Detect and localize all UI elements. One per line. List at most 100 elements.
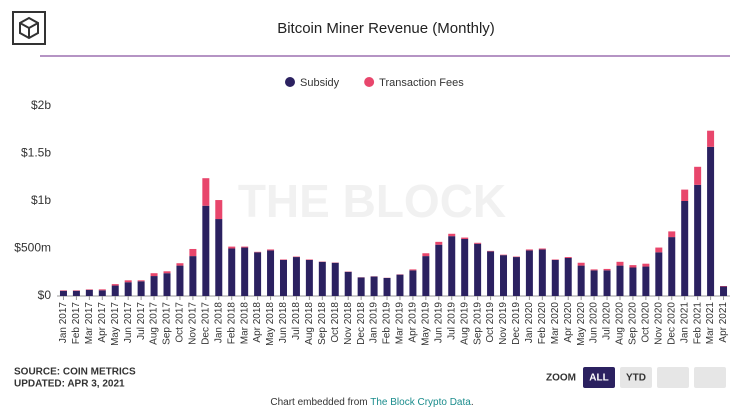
bar-segment	[655, 252, 663, 296]
x-tick-label: May 2019	[420, 302, 431, 346]
bar-segment	[668, 231, 676, 238]
bar-segment	[590, 269, 598, 271]
bar-segment	[370, 276, 378, 296]
bar-segment	[189, 256, 197, 296]
zoom-button[interactable]	[583, 367, 615, 388]
bar-segment	[525, 250, 533, 296]
embed-text: Chart embedded from	[270, 397, 370, 408]
x-tick-label: Feb 2020	[537, 302, 548, 345]
bar-segment	[241, 247, 249, 296]
bar-segment	[435, 241, 443, 245]
bar-segment	[525, 249, 533, 251]
source: SOURCE: COIN METRICS	[14, 367, 136, 378]
x-tick-label: Jul 2020	[602, 302, 613, 340]
x-tick-label: Oct 2017	[175, 302, 186, 343]
bar-segment	[189, 248, 197, 257]
bar-segment	[642, 266, 650, 296]
x-tick-label: Aug 2020	[615, 302, 626, 345]
bar-segment	[228, 246, 236, 249]
bar-segment	[344, 271, 352, 296]
x-tick-label: Sep 2019	[472, 302, 483, 345]
legend-label: Subsidy	[300, 77, 340, 89]
bar-segment	[681, 201, 689, 296]
bar-segment	[694, 166, 702, 185]
y-tick-label: $500m	[14, 241, 51, 255]
bar-segment	[72, 290, 80, 296]
bar-segment	[629, 265, 637, 268]
x-tick-label: Feb 2017	[71, 302, 82, 345]
y-tick-label: $1b	[31, 193, 51, 207]
bar-segment	[564, 257, 572, 258]
bar-segment	[461, 237, 469, 239]
legend-swatch	[285, 77, 295, 87]
bar-segment	[163, 273, 171, 296]
y-tick-label: $0	[38, 288, 52, 302]
bar-segment	[396, 274, 404, 296]
bar-segment	[215, 200, 223, 220]
x-tick-label: Jan 2020	[524, 302, 535, 344]
x-tick-label: Mar 2020	[550, 302, 561, 345]
embed-link[interactable]: The Block Crypto Data	[370, 397, 471, 408]
x-tick-label: Apr 2020	[563, 302, 574, 343]
x-tick-label: Feb 2021	[692, 302, 703, 345]
bar-segment	[98, 289, 106, 291]
bar-segment	[461, 239, 469, 296]
bar-segment	[720, 286, 728, 296]
x-tick-label: Jun 2018	[278, 302, 289, 344]
bar-segment	[629, 267, 637, 296]
x-tick-label: Jun 2017	[123, 302, 134, 344]
bar-segment	[163, 271, 171, 274]
x-tick-label: Dec 2017	[200, 302, 211, 345]
bar-segment	[150, 273, 158, 277]
y-tick-label: $1.5b	[21, 146, 51, 160]
bar-segment	[564, 258, 572, 296]
x-tick-label: Jul 2018	[291, 302, 302, 340]
x-tick-label: Jul 2017	[136, 302, 147, 340]
bar-segment	[603, 268, 611, 271]
bar-segment	[577, 265, 585, 296]
bar-segment	[202, 205, 210, 296]
x-tick-label: Dec 2020	[666, 302, 677, 345]
bar-segment	[124, 282, 132, 296]
x-tick-label: Apr 2018	[252, 302, 263, 343]
x-tick-label: Oct 2018	[330, 302, 341, 343]
bar-segment	[59, 290, 67, 296]
bar-segment	[422, 253, 430, 257]
bar-segment	[176, 263, 184, 266]
bar-segment	[215, 219, 223, 296]
zoom-button[interactable]	[620, 367, 652, 388]
x-tick-label: Jan 2017	[58, 302, 69, 344]
x-tick-label: Mar 2018	[239, 302, 250, 345]
embed-end: .	[471, 397, 474, 408]
bar-segment	[500, 255, 508, 296]
bar-segment	[512, 257, 520, 296]
bar-segment	[681, 189, 689, 201]
bar-segment	[409, 270, 417, 296]
bar-segment	[577, 262, 585, 266]
x-tick-label: Jun 2020	[589, 302, 600, 344]
bar-segment	[150, 276, 158, 296]
legend-label: Transaction Fees	[379, 77, 464, 89]
bar-segment	[383, 277, 391, 296]
x-tick-label: Jun 2019	[433, 302, 444, 344]
x-tick-label: Aug 2017	[149, 302, 160, 345]
bar-segment	[318, 261, 326, 296]
x-tick-label: May 2017	[110, 302, 121, 346]
x-tick-label: Aug 2019	[459, 302, 470, 345]
x-tick-label: Nov 2019	[498, 302, 509, 345]
zoom-button[interactable]	[657, 367, 689, 388]
x-tick-label: Dec 2019	[511, 302, 522, 345]
x-tick-label: Apr 2017	[97, 302, 108, 343]
zoom-label: ZOOM	[546, 373, 576, 384]
x-tick-label: Nov 2020	[653, 302, 664, 345]
x-tick-label: May 2018	[265, 302, 276, 346]
bar-segment	[254, 252, 262, 296]
zoom-button[interactable]	[694, 367, 726, 388]
zoom-button-label: YTD	[626, 373, 646, 384]
bar-segment	[551, 259, 559, 296]
x-tick-label: Mar 2019	[395, 302, 406, 345]
bar-segment	[435, 244, 443, 296]
x-tick-label: Feb 2018	[226, 302, 237, 345]
bar-segment	[305, 259, 313, 296]
bar-segment	[85, 289, 93, 296]
